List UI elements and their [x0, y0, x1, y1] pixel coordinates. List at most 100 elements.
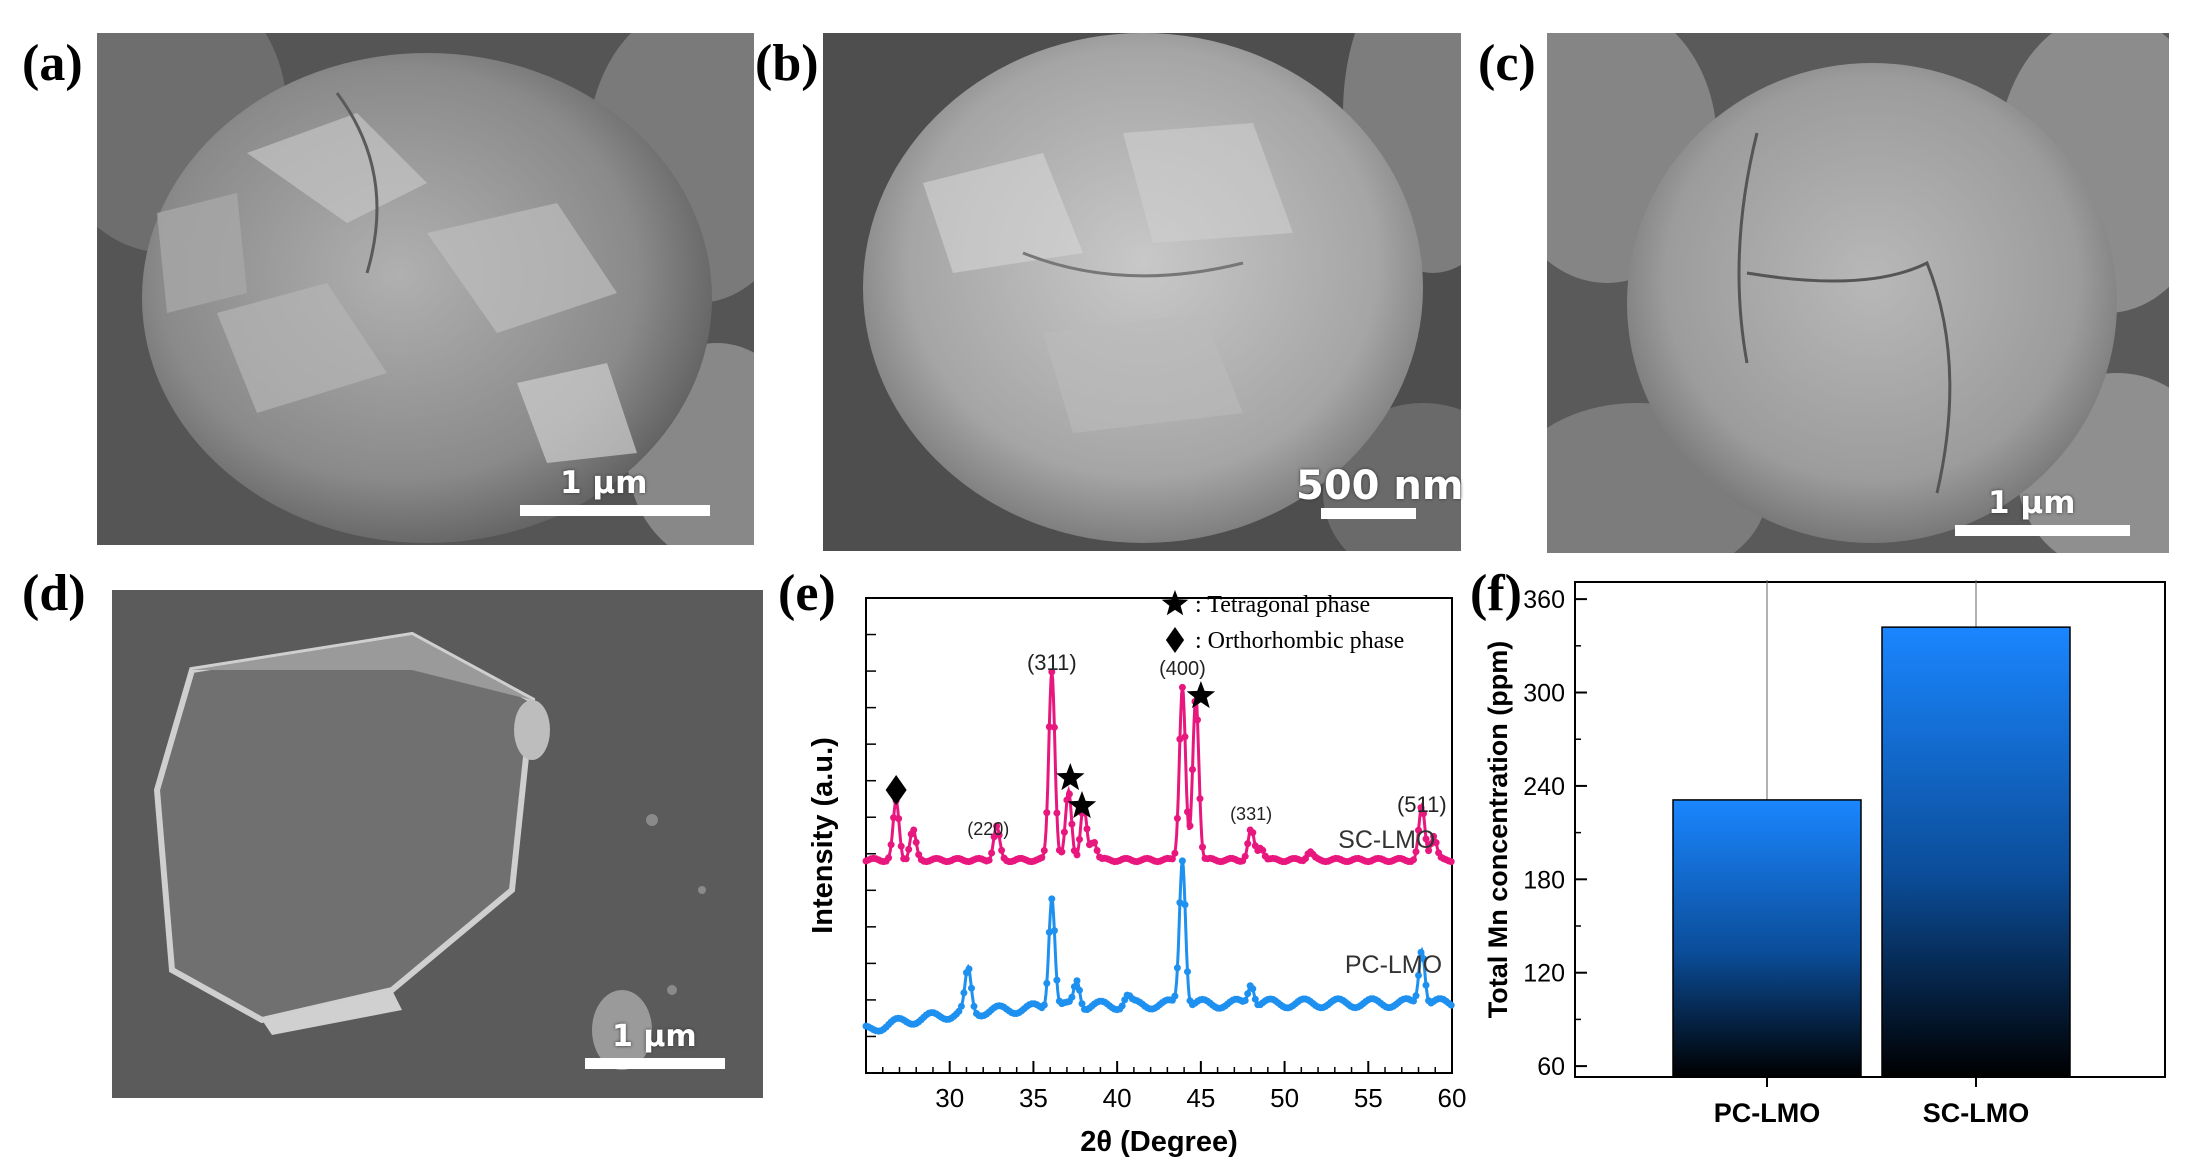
y-tick-label: 60: [1537, 1053, 1565, 1081]
sc-lmo-point: [1068, 820, 1076, 828]
pc-lmo-point: [1068, 993, 1076, 1001]
scale-bar-d: [585, 1058, 725, 1069]
x-tick-label: 55: [1354, 1083, 1383, 1113]
bar-pc-lmo: [1672, 799, 1862, 1078]
pc-lmo-point: [1410, 997, 1417, 1005]
sc-lmo-point: [1038, 854, 1046, 862]
pc-lmo-point: [965, 965, 973, 973]
sem-image-d: [112, 590, 763, 1098]
pc-lmo-point: [957, 1002, 965, 1010]
panel-label-b: (b): [755, 35, 819, 92]
panel-label-e: (e): [778, 565, 836, 622]
sc-lmo-point: [887, 841, 895, 849]
sc-lmo-point: [1091, 839, 1098, 846]
sc-lmo-point: [1422, 835, 1430, 843]
scale-label-d: 1 μm: [612, 1019, 697, 1054]
sc-lmo-point: [993, 822, 1001, 830]
x-tick-label: 40: [1103, 1083, 1132, 1113]
sc-lmo-point: [1430, 832, 1438, 840]
series-label-pc-lmo: PC-LMO: [1345, 951, 1442, 979]
sc-lmo-point: [985, 856, 993, 864]
sc-lmo-point: [1065, 790, 1073, 798]
pc-lmo-point: [1181, 901, 1189, 909]
pc-lmo-point: [970, 1002, 978, 1010]
pc-lmo-point: [1118, 1002, 1126, 1010]
x-tick-label: 30: [935, 1083, 964, 1113]
pc-lmo-point: [1447, 1001, 1455, 1009]
sc-lmo-point: [1199, 843, 1206, 851]
xrd-chart: 30 35 40 45 50 55 60 SC-LMO PC-LMO (220) (311) (400…: [807, 590, 1466, 1158]
sc-lmo-point: [1058, 848, 1066, 856]
pc-lmo-point: [1184, 968, 1191, 976]
sc-lmo-point: [995, 831, 1003, 839]
sc-lmo-point: [998, 846, 1006, 854]
sc-lmo-point: [1432, 839, 1440, 847]
pc-lmo-point: [1241, 997, 1249, 1004]
scale-label-c: 1 μm: [1988, 485, 2076, 521]
peak-label: (400): [1159, 658, 1206, 680]
scale-bar-c: [1955, 525, 2130, 536]
pc-lmo-point: [1249, 985, 1257, 993]
y-axis-label: Intensity (a.u.): [807, 737, 839, 934]
y-tick-label: 360: [1523, 586, 1565, 614]
sc-lmo-point: [1093, 847, 1101, 854]
mn-concentration-chart: 60 120 180 240 300 360 PC-LMO SC-LMO Total Mn co…: [1483, 580, 2166, 1128]
x-tick-label: SC-LMO: [1923, 1098, 2029, 1128]
star-icon: [1186, 681, 1216, 709]
x-axis-label: 2θ (Degree): [1080, 1126, 1238, 1158]
sc-lmo-point: [1040, 847, 1048, 854]
sc-lmo-point: [895, 815, 903, 823]
sc-lmo-point: [1053, 809, 1061, 817]
y-tick-label: 180: [1523, 866, 1565, 894]
sc-lmo-point: [1412, 848, 1420, 856]
pc-lmo-point: [1412, 992, 1420, 1000]
scale-bar-b: [1321, 508, 1416, 519]
sc-lmo-point: [1420, 810, 1427, 818]
pc-lmo-point: [1053, 976, 1061, 984]
legend-diamond-icon: [1165, 627, 1185, 653]
legend-text: : Tetragonal phase: [1195, 592, 1370, 618]
scale-bar-a: [520, 505, 710, 516]
sc-lmo-point: [902, 855, 910, 863]
pc-lmo-point: [1173, 964, 1181, 972]
sc-lmo-point: [885, 854, 893, 862]
legend-star-icon: [1161, 590, 1189, 616]
sc-lmo-point: [897, 842, 905, 850]
sc-lmo-point: [1045, 723, 1053, 731]
peak-label: (511): [1397, 792, 1447, 817]
sc-lmo-point: [1048, 668, 1056, 676]
sc-lmo-point: [1043, 809, 1051, 817]
pc-lmo-point: [1078, 1000, 1086, 1008]
pc-lmo-point: [1048, 895, 1056, 903]
sc-lmo-point: [1194, 716, 1201, 724]
sc-lmo-point: [912, 838, 920, 846]
sc-lmo-point: [1168, 855, 1176, 863]
sc-lmo-point: [988, 849, 996, 857]
pc-lmo-point: [1244, 990, 1252, 998]
pc-lmo-point: [1178, 857, 1186, 865]
diamond-icon: [885, 775, 907, 805]
sem-image-b: [823, 33, 1461, 551]
sc-lmo-point: [1181, 733, 1189, 741]
sc-lmo-point: [1241, 852, 1249, 860]
pc-lmo-point: [1251, 995, 1259, 1003]
sc-lmo-point: [1447, 858, 1455, 866]
scale-label-b: 500 nm: [1296, 463, 1464, 509]
pc-lmo-point: [1171, 992, 1179, 1000]
panel-label-a: (a): [22, 35, 83, 92]
pc-lmo-point: [1417, 948, 1425, 956]
sc-lmo-point: [1073, 851, 1081, 859]
legend-text: : Orthorhombic phase: [1195, 628, 1404, 654]
pc-lmo-point: [1050, 927, 1058, 935]
sc-lmo-point: [1083, 825, 1091, 833]
sc-lmo-point: [1259, 846, 1267, 854]
y-axis-label: Total Mn concentration (ppm): [1483, 641, 1513, 1018]
pc-lmo-point: [1422, 981, 1430, 989]
x-tick-label: PC-LMO: [1714, 1098, 1820, 1128]
sc-lmo-point: [905, 845, 913, 853]
star-icon: [1067, 791, 1097, 819]
sc-lmo-point: [1060, 828, 1068, 836]
pc-lmo-point: [1040, 1001, 1048, 1009]
plot-frame: [1574, 581, 2166, 1078]
peak-label: (311): [1027, 650, 1077, 675]
